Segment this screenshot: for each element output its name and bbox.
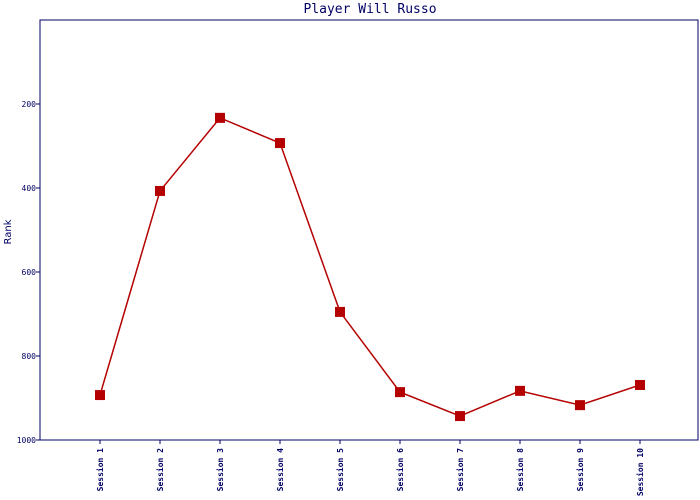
x-tick-label: Session 1 — [95, 448, 105, 492]
marker — [635, 379, 645, 390]
x-tick-label: Session 4 — [275, 448, 285, 492]
marker — [155, 185, 165, 196]
y-tick-label: 1000 — [17, 436, 36, 445]
chart-title: Player Will Russo — [303, 2, 436, 17]
x-tick-label: Session 6 — [395, 448, 405, 492]
marker — [515, 385, 525, 396]
marker — [95, 390, 105, 401]
x-tick-label: Session 2 — [155, 448, 165, 492]
y-tick-label: 800 — [22, 352, 37, 361]
marker — [335, 306, 345, 317]
y-tick-label: 400 — [22, 184, 37, 193]
marker — [575, 400, 585, 411]
marker — [275, 138, 285, 149]
y-axis-label: Rank — [3, 219, 14, 244]
marker — [455, 411, 465, 422]
x-tick-label: Session 9 — [575, 448, 585, 492]
marker — [395, 387, 405, 398]
x-tick-label: Session 5 — [335, 448, 345, 492]
line — [99, 116, 641, 417]
x-tick-label: Session 8 — [515, 448, 525, 492]
x-tick-label: Session 10 — [635, 448, 645, 496]
plot-frame — [39, 19, 699, 441]
y-tick-label: 200 — [22, 100, 37, 109]
x-tick-label: Session 7 — [455, 448, 465, 492]
y-tick-label: 600 — [22, 268, 37, 277]
marker — [215, 112, 225, 123]
x-tick-label: Session 3 — [215, 448, 225, 492]
